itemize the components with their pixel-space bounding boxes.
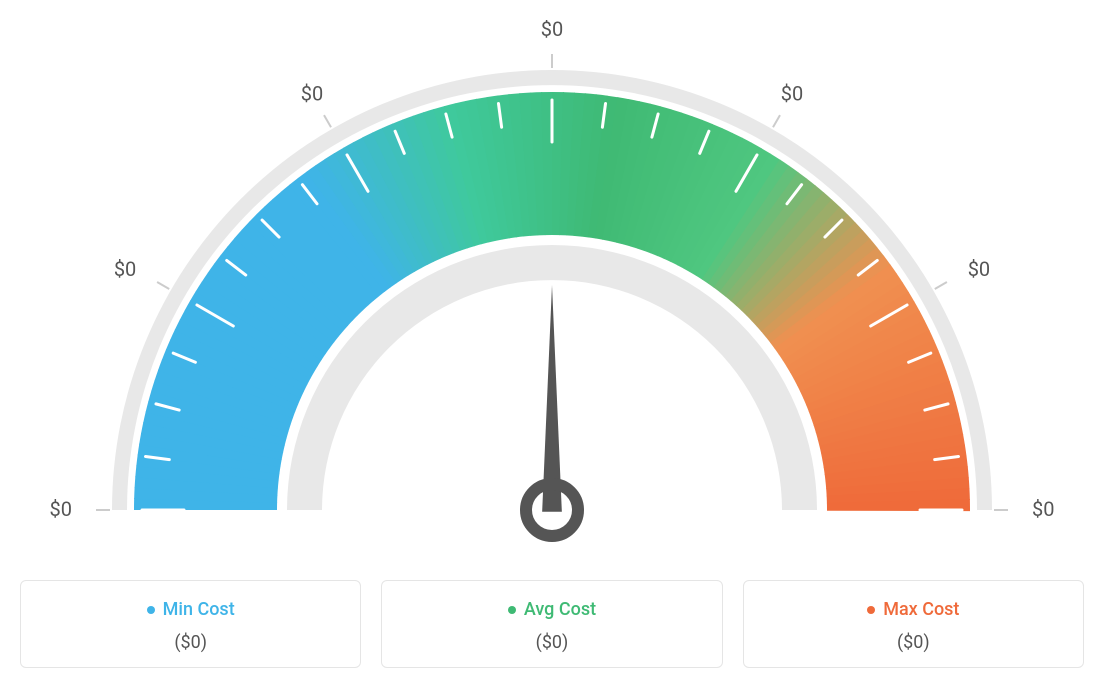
gauge-tick-label: $0 (781, 81, 803, 105)
gauge-tick-outer (157, 282, 169, 289)
legend-label-min: Min Cost (31, 599, 350, 620)
legend-label-text: Avg Cost (524, 599, 596, 620)
legend-label-text: Max Cost (883, 599, 959, 620)
gauge-svg: $0 $0 $0 $0 $0 $0 $0 (20, 20, 1084, 560)
legend-label-text: Min Cost (163, 599, 235, 620)
legend-row: Min Cost ($0) Avg Cost ($0) Max Cost ($0) (20, 580, 1084, 668)
legend-label-avg: Avg Cost (392, 599, 711, 620)
gauge-container: $0$0$0$0$0$0$0 Min Cost($0)Avg Cost($0)M… (20, 20, 1084, 668)
gauge-needle (542, 285, 562, 512)
legend-dot-icon (867, 606, 875, 614)
legend-value-avg: ($0) (392, 632, 711, 653)
legend-label-max: Max Cost (754, 599, 1073, 620)
gauge-tick-label: $0 (1032, 497, 1054, 521)
gauge-tick-label: $0 (50, 497, 72, 521)
gauge-tick-label: $0 (968, 257, 990, 281)
gauge-tick-outer (935, 282, 947, 289)
legend-card-min: Min Cost ($0) (20, 580, 361, 668)
gauge-tick-outer (324, 115, 331, 127)
legend-dot-icon (147, 606, 155, 614)
gauge-tick-label: $0 (541, 20, 563, 41)
legend-dot-icon (508, 606, 516, 614)
legend-value-max: ($0) (754, 632, 1073, 653)
gauge-tick-outer (773, 115, 780, 127)
legend-card-max: Max Cost ($0) (743, 580, 1084, 668)
legend-card-avg: Avg Cost ($0) (381, 580, 722, 668)
gauge-svg-wrap: $0 $0 $0 $0 $0 $0 $0 (20, 20, 1084, 560)
gauge-tick-label: $0 (114, 257, 136, 281)
gauge-tick-label: $0 (301, 81, 323, 105)
legend-value-min: ($0) (31, 632, 350, 653)
